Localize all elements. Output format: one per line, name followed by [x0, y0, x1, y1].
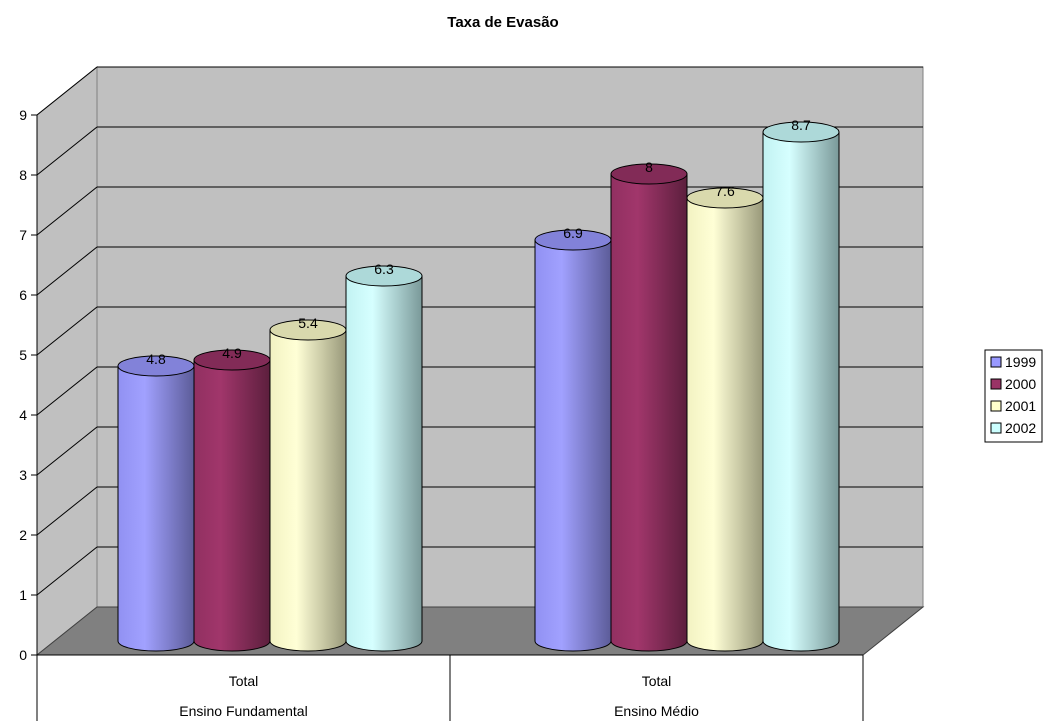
data-label: 4.8: [146, 351, 166, 367]
legend-label: 2000: [1005, 376, 1036, 392]
bar-cylinder: 8.7: [762, 117, 840, 652]
bar-body: [345, 275, 423, 652]
bar-cylinder: 4.9: [193, 345, 271, 652]
data-label: 8.7: [791, 117, 811, 133]
bar-cylinder: 8: [610, 159, 688, 652]
data-label: 6.3: [374, 261, 394, 277]
bar-cylinder: 6.3: [345, 261, 423, 652]
gridline-side: [36, 246, 98, 296]
bar-cylinder: 7.6: [686, 183, 764, 652]
bar-top: [762, 121, 840, 143]
y-tick-label: 9: [19, 107, 27, 123]
side-wall: [36, 65, 98, 657]
bar-body: [610, 173, 688, 652]
chart-title: Taxa de Evasão: [447, 14, 558, 31]
y-tick-label: 1: [19, 587, 27, 603]
x-group-label: Ensino Fundamental: [179, 703, 307, 719]
x-category-label: Total: [642, 673, 672, 689]
gridline-side: [36, 546, 98, 596]
y-tick-label: 8: [19, 167, 27, 183]
legend-swatch: [990, 422, 1002, 434]
legend-swatch: [990, 400, 1002, 412]
gridline-side: [36, 186, 98, 236]
data-label: 8: [645, 159, 653, 175]
y-tick-label: 3: [19, 467, 27, 483]
gridline-side: [36, 486, 98, 536]
gridline-side: [36, 366, 98, 416]
y-axis: 0 1 2 3 4 5 6 7 8 9: [19, 107, 38, 663]
gridline-side: [36, 66, 98, 116]
data-label: 4.9: [222, 345, 242, 361]
y-tick-label: 7: [19, 227, 27, 243]
bar-body: [534, 239, 612, 652]
bars: 4.8 4.9 5.4 6.3 6.9 8 7.6 8.7: [117, 117, 840, 652]
legend-swatch: [990, 378, 1002, 390]
y-tick-label: 0: [19, 647, 27, 663]
data-label: 7.6: [715, 183, 735, 199]
legend-swatch: [990, 356, 1002, 368]
bar-body: [762, 131, 840, 652]
x-axis: Total Ensino Fundamental Total Ensino Médio: [36, 654, 864, 721]
x-category-label: Total: [229, 673, 259, 689]
bar-cylinder: 6.9: [534, 225, 612, 652]
y-tick-label: 5: [19, 347, 27, 363]
bar-body: [117, 365, 195, 652]
bar-top: [345, 265, 423, 287]
legend: 1999 2000 2001 2002: [984, 349, 1043, 443]
bar-cylinder: 4.8: [117, 351, 195, 652]
legend-label: 2002: [1005, 420, 1036, 436]
data-label: 5.4: [298, 315, 318, 331]
data-label: 6.9: [563, 225, 583, 241]
x-group-label: Ensino Médio: [614, 703, 699, 719]
gridline-side: [36, 126, 98, 176]
bar-cylinder: 5.4: [269, 315, 347, 652]
gridline-side: [36, 426, 98, 476]
y-tick-label: 2: [19, 527, 27, 543]
gridline-side: [36, 306, 98, 356]
y-tick-label: 4: [19, 407, 27, 423]
bar-top: [610, 163, 688, 185]
legend-label: 1999: [1005, 354, 1036, 370]
bar-body: [193, 359, 271, 652]
bar-body: [269, 329, 347, 652]
y-tick-label: 6: [19, 287, 27, 303]
bar-body: [686, 197, 764, 652]
legend-label: 2001: [1005, 398, 1036, 414]
